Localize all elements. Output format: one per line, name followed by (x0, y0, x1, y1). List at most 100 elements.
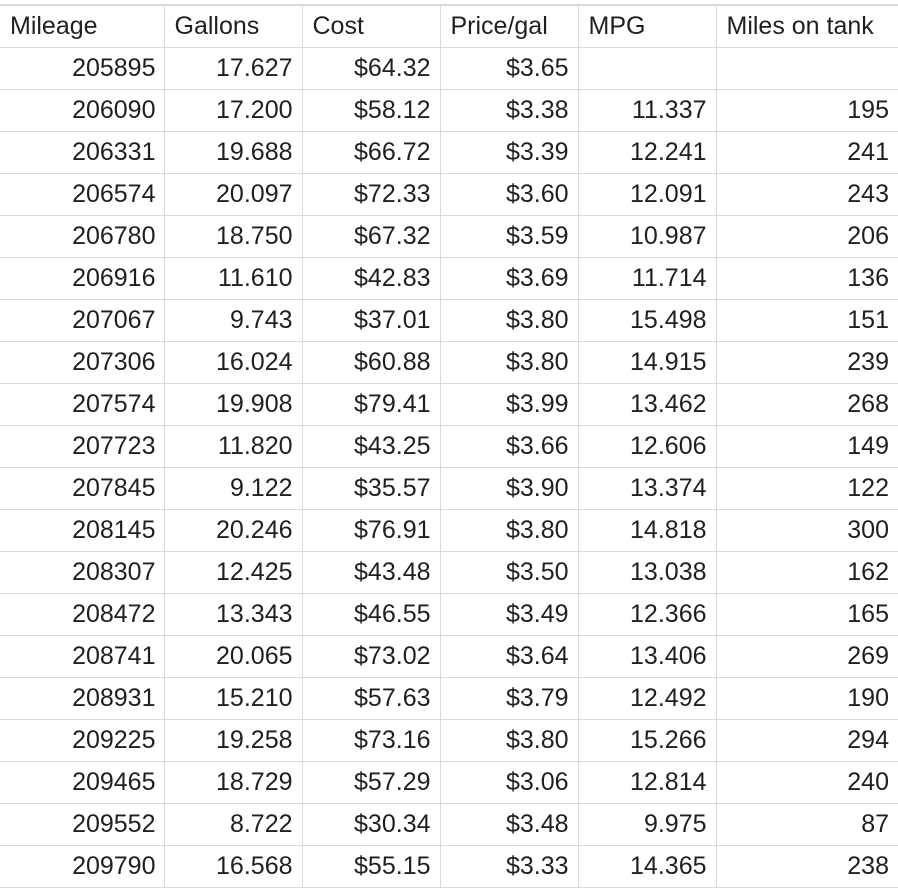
cell-mileage[interactable]: 206090 (0, 89, 165, 132)
cell-miles-on-tank[interactable]: 149 (715, 425, 898, 468)
cell-mileage[interactable]: 208741 (0, 635, 165, 678)
cell-price-per-gal[interactable]: $3.90 (439, 467, 579, 510)
cell-mileage[interactable]: 205895 (0, 47, 165, 90)
cell-mpg[interactable]: 13.374 (577, 467, 717, 510)
cell-cost[interactable]: $58.12 (301, 89, 441, 132)
cell-gallons[interactable]: 15.210 (163, 677, 303, 720)
header-cell-mpg[interactable]: MPG (577, 5, 717, 48)
cell-mpg[interactable]: 12.492 (577, 677, 717, 720)
cell-mpg[interactable] (577, 47, 717, 90)
cell-mpg[interactable]: 12.366 (577, 593, 717, 636)
cell-gallons[interactable]: 19.258 (163, 719, 303, 762)
cell-mpg[interactable]: 15.498 (577, 299, 717, 342)
cell-miles-on-tank[interactable]: 241 (715, 131, 898, 174)
cell-gallons[interactable]: 20.246 (163, 509, 303, 552)
cell-mpg[interactable]: 10.987 (577, 215, 717, 258)
cell-miles-on-tank[interactable]: 122 (715, 467, 898, 510)
cell-miles-on-tank[interactable]: 190 (715, 677, 898, 720)
cell-cost[interactable]: $35.57 (301, 467, 441, 510)
cell-mpg[interactable]: 14.365 (577, 845, 717, 888)
cell-miles-on-tank[interactable]: 269 (715, 635, 898, 678)
cell-cost[interactable]: $43.48 (301, 551, 441, 594)
cell-mileage[interactable]: 209552 (0, 803, 165, 846)
cell-gallons[interactable]: 17.627 (163, 47, 303, 90)
cell-gallons[interactable]: 17.200 (163, 89, 303, 132)
header-cell-price-per-gal[interactable]: Price/gal (439, 5, 579, 48)
cell-cost[interactable]: $66.72 (301, 131, 441, 174)
cell-mileage[interactable]: 207845 (0, 467, 165, 510)
cell-cost[interactable]: $37.01 (301, 299, 441, 342)
cell-gallons[interactable]: 11.820 (163, 425, 303, 468)
cell-mpg[interactable]: 12.606 (577, 425, 717, 468)
cell-gallons[interactable]: 13.343 (163, 593, 303, 636)
cell-gallons[interactable]: 8.722 (163, 803, 303, 846)
cell-miles-on-tank[interactable]: 165 (715, 593, 898, 636)
cell-price-per-gal[interactable]: $3.50 (439, 551, 579, 594)
cell-price-per-gal[interactable]: $3.80 (439, 299, 579, 342)
cell-miles-on-tank[interactable]: 136 (715, 257, 898, 300)
cell-gallons[interactable]: 19.908 (163, 383, 303, 426)
cell-mileage[interactable]: 206780 (0, 215, 165, 258)
cell-cost[interactable]: $76.91 (301, 509, 441, 552)
cell-mileage[interactable]: 209465 (0, 761, 165, 804)
cell-cost[interactable]: $73.02 (301, 635, 441, 678)
cell-mileage[interactable]: 208472 (0, 593, 165, 636)
cell-cost[interactable]: $67.32 (301, 215, 441, 258)
cell-mpg[interactable]: 12.241 (577, 131, 717, 174)
cell-gallons[interactable]: 11.610 (163, 257, 303, 300)
cell-price-per-gal[interactable]: $3.38 (439, 89, 579, 132)
cell-price-per-gal[interactable]: $3.69 (439, 257, 579, 300)
cell-cost[interactable]: $46.55 (301, 593, 441, 636)
cell-mileage[interactable]: 207574 (0, 383, 165, 426)
cell-gallons[interactable]: 20.097 (163, 173, 303, 216)
cell-price-per-gal[interactable]: $3.06 (439, 761, 579, 804)
cell-mpg[interactable]: 12.091 (577, 173, 717, 216)
cell-cost[interactable]: $64.32 (301, 47, 441, 90)
cell-miles-on-tank[interactable]: 300 (715, 509, 898, 552)
cell-gallons[interactable]: 16.024 (163, 341, 303, 384)
cell-gallons[interactable]: 18.750 (163, 215, 303, 258)
cell-price-per-gal[interactable]: $3.79 (439, 677, 579, 720)
cell-gallons[interactable]: 20.065 (163, 635, 303, 678)
cell-cost[interactable]: $57.63 (301, 677, 441, 720)
cell-mileage[interactable]: 207067 (0, 299, 165, 342)
cell-mileage[interactable]: 209225 (0, 719, 165, 762)
cell-price-per-gal[interactable]: $3.80 (439, 719, 579, 762)
cell-mileage[interactable]: 206574 (0, 173, 165, 216)
cell-mpg[interactable]: 13.462 (577, 383, 717, 426)
cell-mpg[interactable]: 12.814 (577, 761, 717, 804)
cell-mileage[interactable]: 208145 (0, 509, 165, 552)
cell-price-per-gal[interactable]: $3.59 (439, 215, 579, 258)
cell-miles-on-tank[interactable]: 195 (715, 89, 898, 132)
cell-miles-on-tank[interactable]: 294 (715, 719, 898, 762)
cell-gallons[interactable]: 9.122 (163, 467, 303, 510)
header-cell-miles-on-tank[interactable]: Miles on tank (715, 5, 898, 48)
cell-cost[interactable]: $57.29 (301, 761, 441, 804)
cell-mpg[interactable]: 14.915 (577, 341, 717, 384)
cell-miles-on-tank[interactable]: 268 (715, 383, 898, 426)
cell-cost[interactable]: $72.33 (301, 173, 441, 216)
cell-miles-on-tank[interactable]: 151 (715, 299, 898, 342)
cell-gallons[interactable]: 9.743 (163, 299, 303, 342)
cell-mpg[interactable]: 14.818 (577, 509, 717, 552)
cell-mpg[interactable]: 11.337 (577, 89, 717, 132)
cell-mpg[interactable]: 9.975 (577, 803, 717, 846)
cell-price-per-gal[interactable]: $3.48 (439, 803, 579, 846)
cell-price-per-gal[interactable]: $3.80 (439, 341, 579, 384)
cell-miles-on-tank[interactable]: 162 (715, 551, 898, 594)
cell-miles-on-tank[interactable]: 239 (715, 341, 898, 384)
cell-price-per-gal[interactable]: $3.65 (439, 47, 579, 90)
cell-cost[interactable]: $42.83 (301, 257, 441, 300)
cell-price-per-gal[interactable]: $3.80 (439, 509, 579, 552)
cell-cost[interactable]: $79.41 (301, 383, 441, 426)
cell-mpg[interactable]: 13.406 (577, 635, 717, 678)
cell-cost[interactable]: $60.88 (301, 341, 441, 384)
cell-miles-on-tank[interactable]: 206 (715, 215, 898, 258)
cell-cost[interactable]: $30.34 (301, 803, 441, 846)
cell-price-per-gal[interactable]: $3.33 (439, 845, 579, 888)
header-cell-cost[interactable]: Cost (301, 5, 441, 48)
cell-gallons[interactable]: 16.568 (163, 845, 303, 888)
cell-miles-on-tank[interactable]: 238 (715, 845, 898, 888)
cell-gallons[interactable]: 12.425 (163, 551, 303, 594)
cell-price-per-gal[interactable]: $3.66 (439, 425, 579, 468)
